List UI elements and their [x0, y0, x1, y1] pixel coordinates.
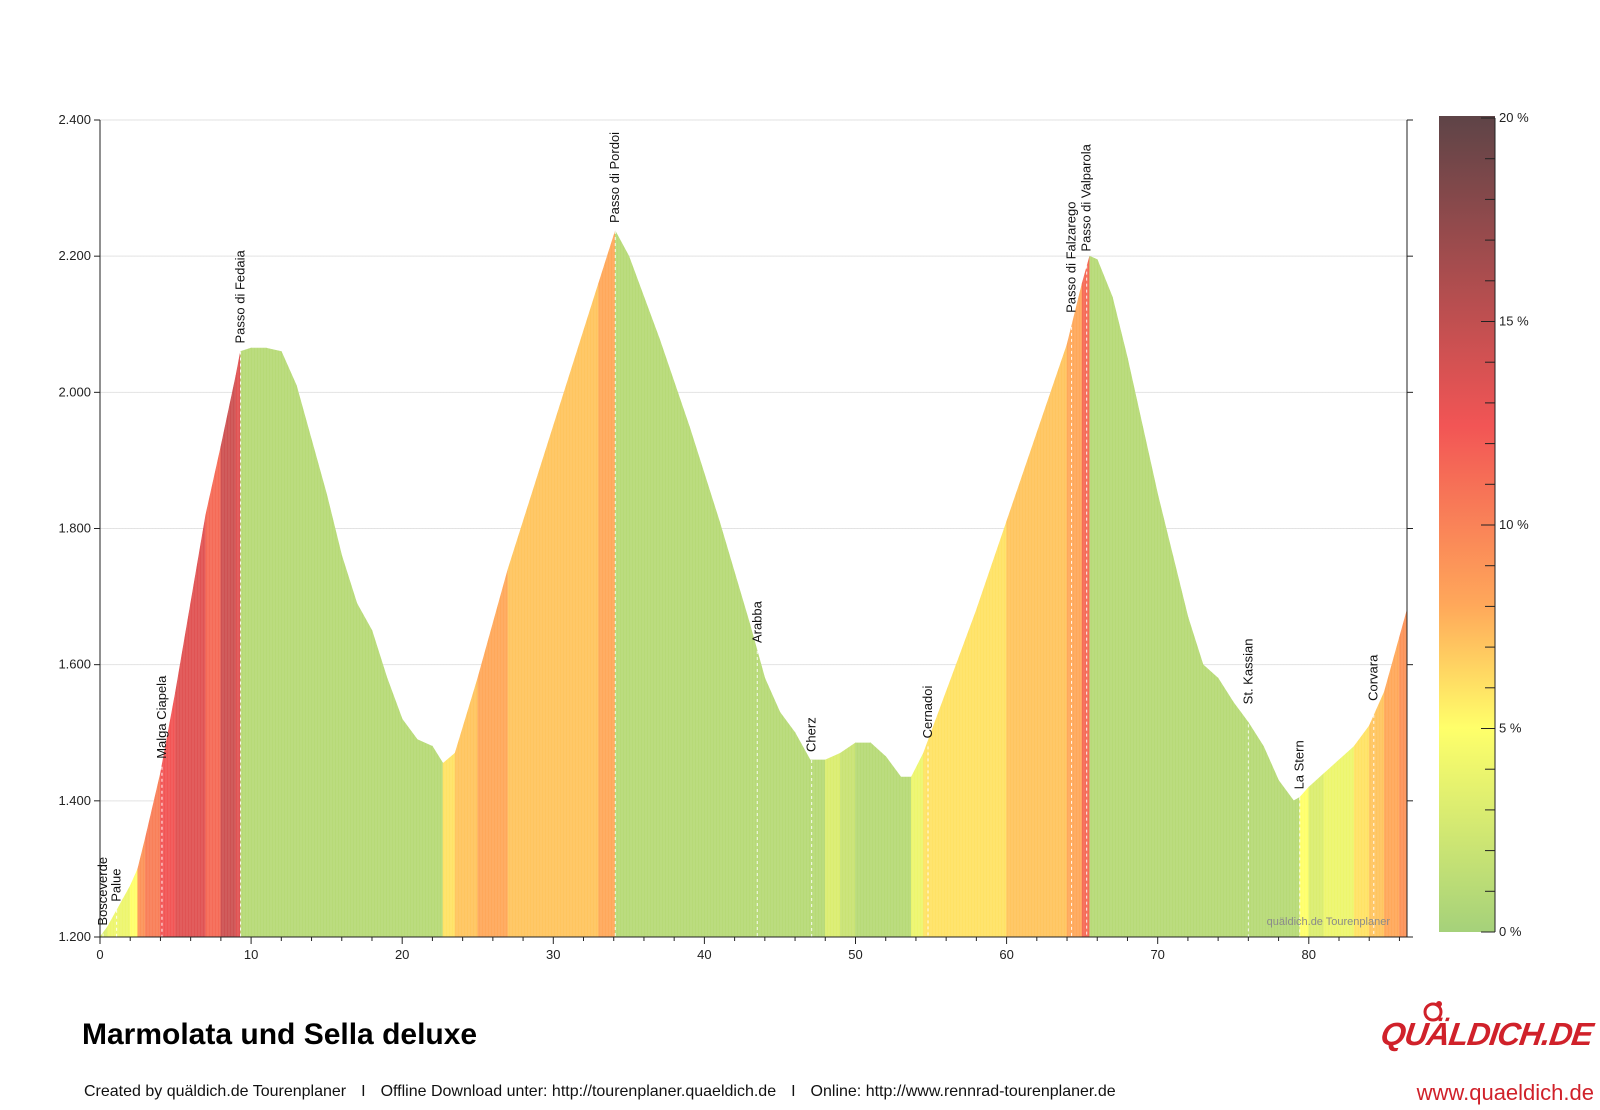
place-label: Bosceverde: [95, 857, 110, 926]
gradient-legend-bar: [1439, 116, 1495, 932]
profile-segment: [1323, 759, 1340, 937]
y-tick-label: 1.200: [58, 929, 91, 944]
gradient-legend: 20 % 15 % 10 % 5 % 0 %: [1439, 110, 1529, 939]
place-label: Palue: [109, 869, 124, 902]
footer-separator: I: [361, 1083, 366, 1100]
profile-segment: [1368, 691, 1385, 937]
place-label: Corvara: [1366, 654, 1381, 701]
footer-online-link[interactable]: Online: http://www.rennrad-tourenplaner.…: [810, 1083, 1116, 1100]
place-label: Passo di Valparola: [1079, 143, 1094, 251]
x-tick-label: 80: [1302, 947, 1316, 962]
x-tick-label: 70: [1150, 947, 1164, 962]
profile-segment: [1240, 711, 1249, 937]
y-tick-label: 1.800: [58, 521, 91, 536]
profile-segment: [1299, 786, 1310, 937]
profile-segment: [1399, 610, 1407, 937]
cyclist-icon: [1423, 1001, 1443, 1022]
footer-offline-link[interactable]: Offline Download unter: http://tourenpla…: [380, 1083, 777, 1100]
place-label: Malga Ciapela: [154, 675, 169, 759]
profile-area: [100, 120, 1407, 937]
x-tick-label: 10: [244, 947, 258, 962]
footer: Created by quäldich.de Tourenplaner I Offl…: [84, 1083, 1116, 1101]
logo-wordmark: QUÄLDICH.DE: [1378, 1016, 1595, 1052]
quaeldich-logo[interactable]: QUÄLDICH.DE www.quaeldich.de: [1378, 1000, 1598, 1110]
y-tick-label: 2.200: [58, 248, 91, 263]
profile-segment: [1036, 344, 1068, 937]
place-label: Cherz: [804, 717, 819, 752]
x-tick-label: 30: [546, 947, 560, 962]
place-label: Arabba: [749, 600, 764, 643]
place-markers: [102, 230, 1375, 937]
profile-segment: [432, 745, 444, 937]
profile-segment: [1338, 745, 1355, 937]
legend-label: 0 %: [1499, 924, 1522, 939]
watermark-label: quäldich.de Tourenplaner: [1267, 916, 1391, 928]
logo-url: www.quaeldich.de: [1416, 1080, 1594, 1105]
profile-segment: [1353, 725, 1370, 937]
profile-segment: [1081, 256, 1090, 937]
place-label: Passo di Pordoi: [607, 132, 622, 223]
axes: 1.200 1.400 1.600 1.800 2.000 2.200 2.400 0 10 20…: [58, 112, 1413, 962]
footer-separator: I: [791, 1083, 796, 1100]
x-tick-label: 60: [999, 947, 1013, 962]
profile-segment: [1006, 433, 1038, 937]
legend-label: 20 %: [1499, 110, 1529, 125]
place-label: Passo di Fedaia: [233, 249, 248, 343]
profile-segment: [129, 868, 139, 937]
footer-created-by: Created by quäldich.de Tourenplaner: [84, 1083, 347, 1100]
x-tick-label: 40: [697, 947, 711, 962]
x-tick-label: 50: [848, 947, 862, 962]
y-tick-label: 1.400: [58, 793, 91, 808]
place-label: La Stern: [1292, 740, 1307, 789]
profile-segment: [1308, 772, 1325, 937]
y-tick-label: 1.600: [58, 657, 91, 672]
legend-label: 10 %: [1499, 517, 1529, 532]
place-label: St. Kassian: [1240, 639, 1255, 705]
legend-label: 5 %: [1499, 721, 1522, 736]
chart-title: Marmolata und Sella deluxe: [82, 1018, 478, 1051]
profile-segment: [568, 283, 599, 937]
x-tick-label: 0: [96, 947, 103, 962]
x-tick-label: 20: [395, 947, 409, 962]
y-tick-label: 2.400: [58, 112, 91, 127]
place-label: Passo di Falzarego: [1064, 202, 1079, 313]
legend-label: 15 %: [1499, 314, 1529, 329]
profile-segment: [885, 755, 902, 937]
place-label: Cernadoi: [920, 685, 935, 738]
y-tick-label: 2.000: [58, 384, 91, 399]
